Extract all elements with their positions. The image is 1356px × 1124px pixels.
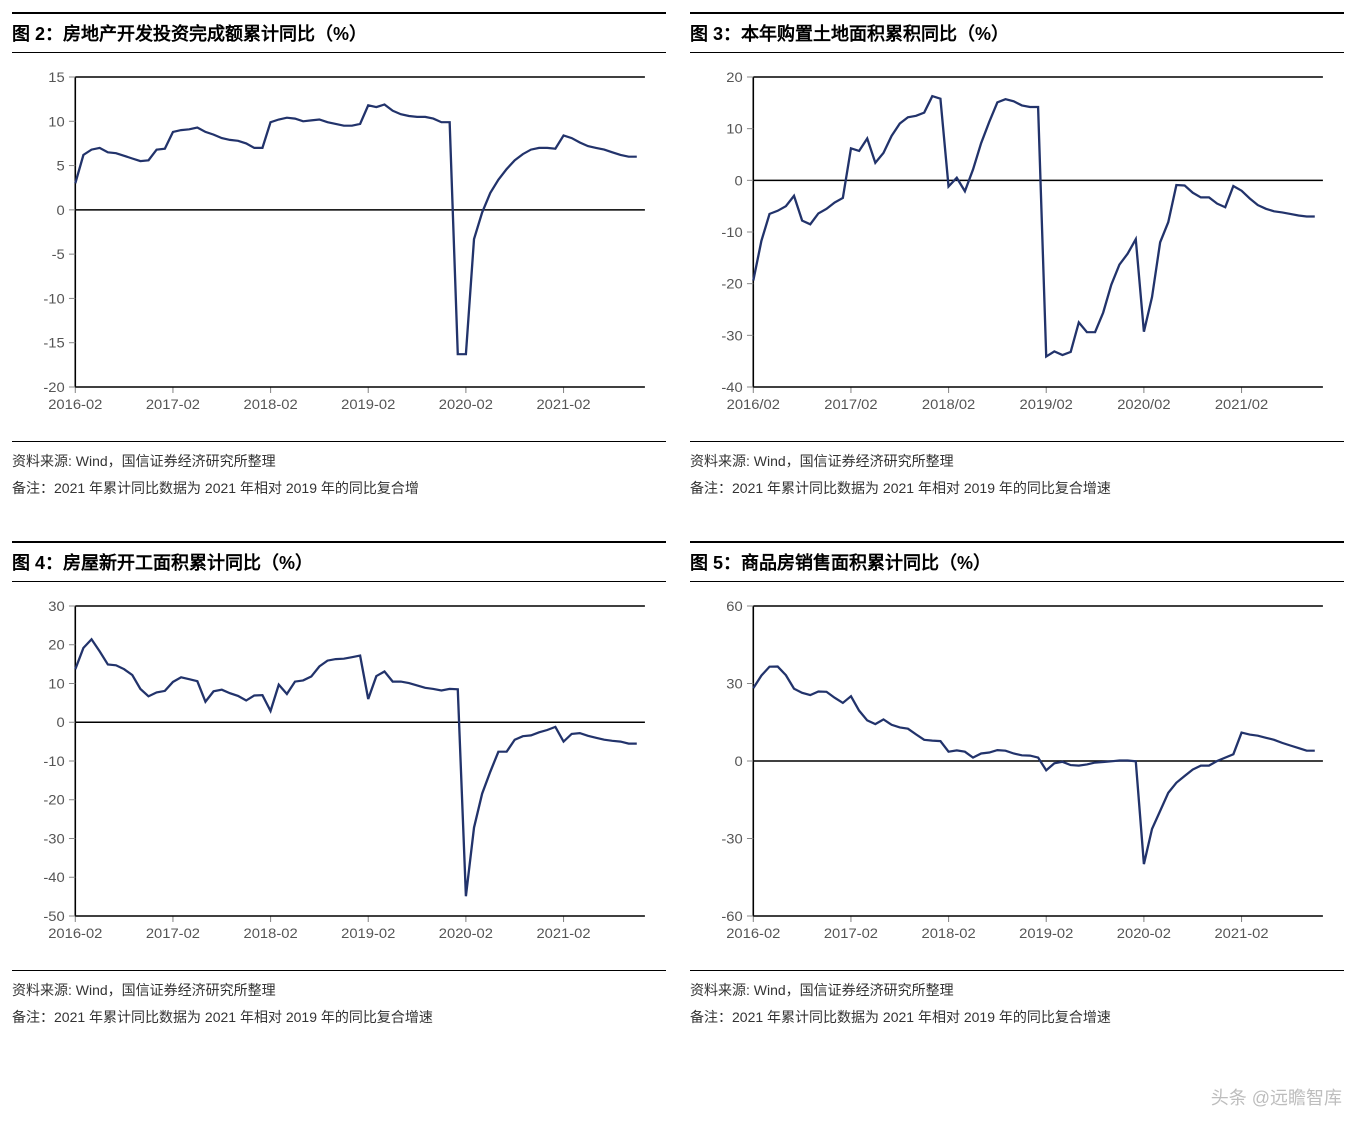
panel-title: 图 4：房屋新开工面积累计同比（%） — [12, 541, 666, 582]
svg-text:2018-02: 2018-02 — [244, 397, 298, 413]
svg-text:60: 60 — [726, 600, 742, 616]
chart-area: -60 -30 0 30 60 2016-02 2017-02 2018-02 2019-02 2… — [690, 586, 1344, 966]
svg-text:0: 0 — [57, 203, 65, 219]
svg-text:2021/02: 2021/02 — [1215, 397, 1268, 413]
svg-text:2019-02: 2019-02 — [341, 927, 395, 943]
panel-title: 图 2：房地产开发投资完成额累计同比（%） — [12, 12, 666, 53]
svg-text:-20: -20 — [43, 380, 64, 396]
chart-panel: 图 3：本年购置土地面积累积同比（%） -40 -30 -20 -10 0 10 20 2016… — [690, 12, 1344, 501]
svg-text:-50: -50 — [43, 910, 64, 926]
svg-text:2019/02: 2019/02 — [1020, 397, 1073, 413]
svg-text:-30: -30 — [43, 832, 64, 848]
svg-text:-15: -15 — [43, 336, 64, 352]
panel-title: 图 3：本年购置土地面积累积同比（%） — [690, 12, 1344, 53]
svg-text:2019-02: 2019-02 — [341, 397, 395, 413]
svg-text:10: 10 — [726, 122, 742, 138]
svg-text:2020-02: 2020-02 — [439, 927, 493, 943]
svg-text:-10: -10 — [43, 292, 64, 308]
svg-text:2018-02: 2018-02 — [922, 927, 976, 943]
chart-panel: 图 4：房屋新开工面积累计同比（%） -50 -40 -30 -20 -10 0 10 20 30… — [12, 541, 666, 1030]
svg-text:2016-02: 2016-02 — [48, 397, 102, 413]
watermark: 头条 @远瞻智库 — [1211, 1084, 1342, 1110]
svg-text:2020-02: 2020-02 — [439, 397, 493, 413]
svg-text:2019-02: 2019-02 — [1019, 927, 1073, 943]
svg-text:-10: -10 — [43, 755, 64, 771]
svg-text:-20: -20 — [721, 277, 742, 293]
svg-text:20: 20 — [726, 70, 742, 86]
svg-text:2017/02: 2017/02 — [824, 397, 877, 413]
panel-footer: 资料来源: Wind，国信证券经济研究所整理备注：2021 年累计同比数据为 2… — [690, 970, 1344, 1030]
source-text: 资料来源: Wind，国信证券经济研究所整理 — [12, 977, 666, 1004]
svg-text:20: 20 — [48, 638, 64, 654]
svg-text:2018/02: 2018/02 — [922, 397, 975, 413]
chart-area: -20 -15 -10 -5 0 5 10 15 2016-02 2017-02 2018-02 20… — [12, 57, 666, 437]
chart-grid: 图 2：房地产开发投资完成额累计同比（%）-20-15-10-505101520… — [12, 12, 1344, 1030]
source-text: 资料来源: Wind，国信证券经济研究所整理 — [690, 977, 1344, 1004]
svg-text:0: 0 — [735, 174, 743, 190]
svg-text:30: 30 — [726, 677, 742, 693]
chart-panel: 图 2：房地产开发投资完成额累计同比（%） -20 -15 -10 -5 0 5 10 15 20… — [12, 12, 666, 501]
svg-text:2017-02: 2017-02 — [824, 927, 878, 943]
chart-area: -40 -30 -20 -10 0 10 20 2016/02 2017/02 2018/02 20… — [690, 57, 1344, 437]
svg-text:2017-02: 2017-02 — [146, 397, 200, 413]
svg-text:0: 0 — [57, 716, 65, 732]
note-text: 备注：2021 年累计同比数据为 2021 年相对 2019 年的同比复合增速 — [690, 1004, 1344, 1031]
svg-text:10: 10 — [48, 677, 64, 693]
panel-title: 图 5：商品房销售面积累计同比（%） — [690, 541, 1344, 582]
svg-text:15: 15 — [48, 70, 64, 86]
svg-text:-10: -10 — [721, 225, 742, 241]
svg-text:2021-02: 2021-02 — [536, 927, 590, 943]
chart-panel: 图 5：商品房销售面积累计同比（%） -60 -30 0 30 60 2016-02 2017… — [690, 541, 1344, 1030]
svg-text:5: 5 — [57, 159, 65, 175]
svg-text:-20: -20 — [43, 793, 64, 809]
svg-text:2016/02: 2016/02 — [727, 397, 780, 413]
panel-footer: 资料来源: Wind，国信证券经济研究所整理备注：2021 年累计同比数据为 2… — [690, 441, 1344, 501]
svg-text:2016-02: 2016-02 — [726, 927, 780, 943]
svg-text:-30: -30 — [721, 329, 742, 345]
svg-text:2021-02: 2021-02 — [1214, 927, 1268, 943]
svg-text:-40: -40 — [721, 380, 742, 396]
svg-text:2020/02: 2020/02 — [1117, 397, 1170, 413]
svg-text:-40: -40 — [43, 871, 64, 887]
chart-area: -50 -40 -30 -20 -10 0 10 20 30 2016-02 2017-02 2018… — [12, 586, 666, 966]
panel-footer: 资料来源: Wind，国信证券经济研究所整理备注：2021 年累计同比数据为 2… — [12, 441, 666, 501]
svg-text:2018-02: 2018-02 — [244, 927, 298, 943]
svg-text:2016-02: 2016-02 — [48, 927, 102, 943]
source-text: 资料来源: Wind，国信证券经济研究所整理 — [12, 448, 666, 475]
svg-text:2017-02: 2017-02 — [146, 927, 200, 943]
note-text: 备注：2021 年累计同比数据为 2021 年相对 2019 年的同比复合增速 — [690, 475, 1344, 502]
svg-text:30: 30 — [48, 600, 64, 616]
svg-text:0: 0 — [735, 755, 743, 771]
svg-text:-30: -30 — [721, 832, 742, 848]
svg-text:10: 10 — [48, 115, 64, 131]
svg-text:-60: -60 — [721, 910, 742, 926]
note-text: 备注：2021 年累计同比数据为 2021 年相对 2019 年的同比复合增 — [12, 475, 666, 502]
svg-text:2020-02: 2020-02 — [1117, 927, 1171, 943]
source-text: 资料来源: Wind，国信证券经济研究所整理 — [690, 448, 1344, 475]
svg-text:2021-02: 2021-02 — [536, 397, 590, 413]
panel-footer: 资料来源: Wind，国信证券经济研究所整理备注：2021 年累计同比数据为 2… — [12, 970, 666, 1030]
svg-text:-5: -5 — [52, 247, 65, 263]
note-text: 备注：2021 年累计同比数据为 2021 年相对 2019 年的同比复合增速 — [12, 1004, 666, 1031]
